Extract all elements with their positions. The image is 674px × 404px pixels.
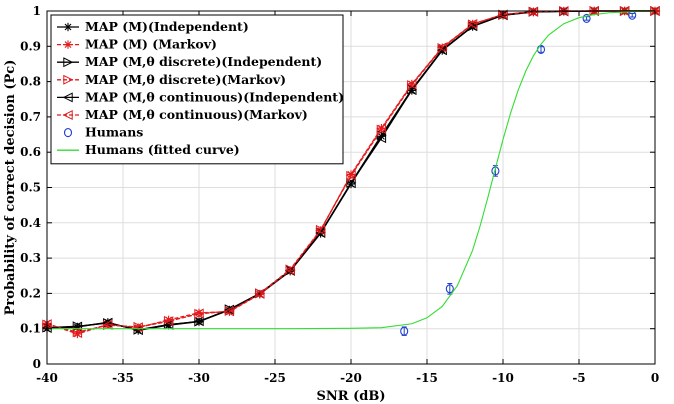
triangle-left-marker [376, 123, 387, 134]
triangle-right-marker [346, 170, 357, 181]
legend-label: MAP (M,θ discrete)(Markov) [85, 72, 286, 87]
triangle-left-marker [132, 322, 143, 333]
triangle-left-marker [284, 265, 295, 276]
legend-entry: MAP (M,θ continuous)(Markov) [57, 107, 308, 122]
triangle-left-marker [193, 316, 204, 327]
y-tick-label: 1 [33, 4, 41, 18]
x-tick-label: -15 [416, 371, 438, 385]
y-tick-label: 0.3 [20, 251, 41, 265]
x-tick-label: 0 [651, 371, 659, 385]
legend-entry: Humans (fitted curve) [57, 142, 240, 157]
legend-entry: MAP (M) (Markov) [57, 37, 217, 52]
asterisk-marker [63, 22, 73, 32]
circle-marker [445, 284, 454, 294]
triangle-left-marker [163, 316, 174, 327]
circle-marker [582, 13, 591, 23]
y-tick-label: 0.1 [20, 322, 41, 336]
triangle-left-marker [376, 133, 387, 144]
axis-ticks: -40 -35 -30 -25 -20 -15 -10 -5 0 0 0.1 0.2 0.3 0.4 0.5… [20, 4, 659, 385]
asterisk-marker [63, 40, 73, 49]
triangle-left-marker [254, 288, 265, 299]
legend-entry: Humans [63, 125, 143, 140]
x-tick-label: -35 [112, 371, 134, 385]
triangle-left-marker [315, 225, 326, 236]
triangle-left-marker [193, 308, 204, 319]
x-tick-label: -25 [264, 371, 286, 385]
triangle-right-marker [407, 80, 418, 91]
y-tick-label: 0.5 [20, 181, 41, 195]
x-axis-title: SNR (dB) [317, 389, 386, 404]
triangle-left-marker [102, 319, 113, 330]
y-tick-label: 0.4 [20, 216, 41, 230]
triangle-left-marker [224, 306, 235, 317]
triangle-left-marker [406, 85, 417, 96]
y-tick-label: 0.2 [20, 286, 41, 300]
series-line [47, 10, 655, 330]
y-tick-label: 0.8 [20, 75, 41, 89]
legend-entry: MAP (M)(Independent) [57, 19, 249, 34]
legend: MAP (M)(Independent) MAP (M) (Markov) MAP … [50, 14, 344, 165]
legend-label: Humans (fitted curve) [85, 142, 240, 157]
triangle-right-marker [376, 124, 387, 135]
legend-entry: MAP (M,θ discrete)(Markov) [57, 72, 286, 87]
triangle-left-marker [62, 92, 73, 103]
x-tick-label: -30 [188, 371, 210, 385]
legend-label: MAP (M,θ discrete)(Independent) [85, 54, 322, 69]
triangle-left-marker [345, 178, 356, 189]
y-tick-label: 0.7 [20, 110, 41, 124]
legend-entry: MAP (M,θ discrete)(Independent) [57, 54, 322, 69]
y-tick-label: 0.6 [20, 145, 41, 159]
triangle-left-marker [345, 170, 356, 181]
x-tick-label: -20 [340, 371, 362, 385]
circle-marker [400, 326, 409, 336]
y-tick-label: 0 [33, 357, 41, 371]
legend-box [50, 14, 344, 165]
triangle-left-marker [467, 19, 478, 30]
legend-label: MAP (M) (Markov) [85, 37, 217, 52]
y-axis-title: Probability of correct decision (Pc) [3, 60, 18, 316]
triangle-left-marker [406, 79, 417, 90]
circle-marker [63, 128, 73, 138]
legend-label: MAP (M,θ continuous)(Markov) [85, 107, 308, 122]
legend-entry: MAP (M,θ continuous)(Independent) [57, 89, 344, 104]
legend-label: Humans [85, 125, 143, 140]
y-tick-label: 0.9 [20, 39, 41, 53]
legend-label: MAP (M)(Independent) [85, 19, 249, 34]
x-tick-label: -10 [492, 371, 514, 385]
triangle-left-marker [436, 42, 447, 53]
triangle-right-marker [63, 74, 74, 85]
triangle-right-marker [63, 57, 74, 68]
legend-label: MAP (M,θ continuous)(Independent) [85, 89, 344, 104]
triangle-left-marker [62, 109, 73, 121]
x-tick-label: -40 [36, 371, 58, 385]
triangle-left-marker [528, 6, 539, 17]
x-tick-label: -5 [572, 371, 585, 385]
triangle-left-marker [72, 327, 83, 338]
series [47, 10, 655, 330]
